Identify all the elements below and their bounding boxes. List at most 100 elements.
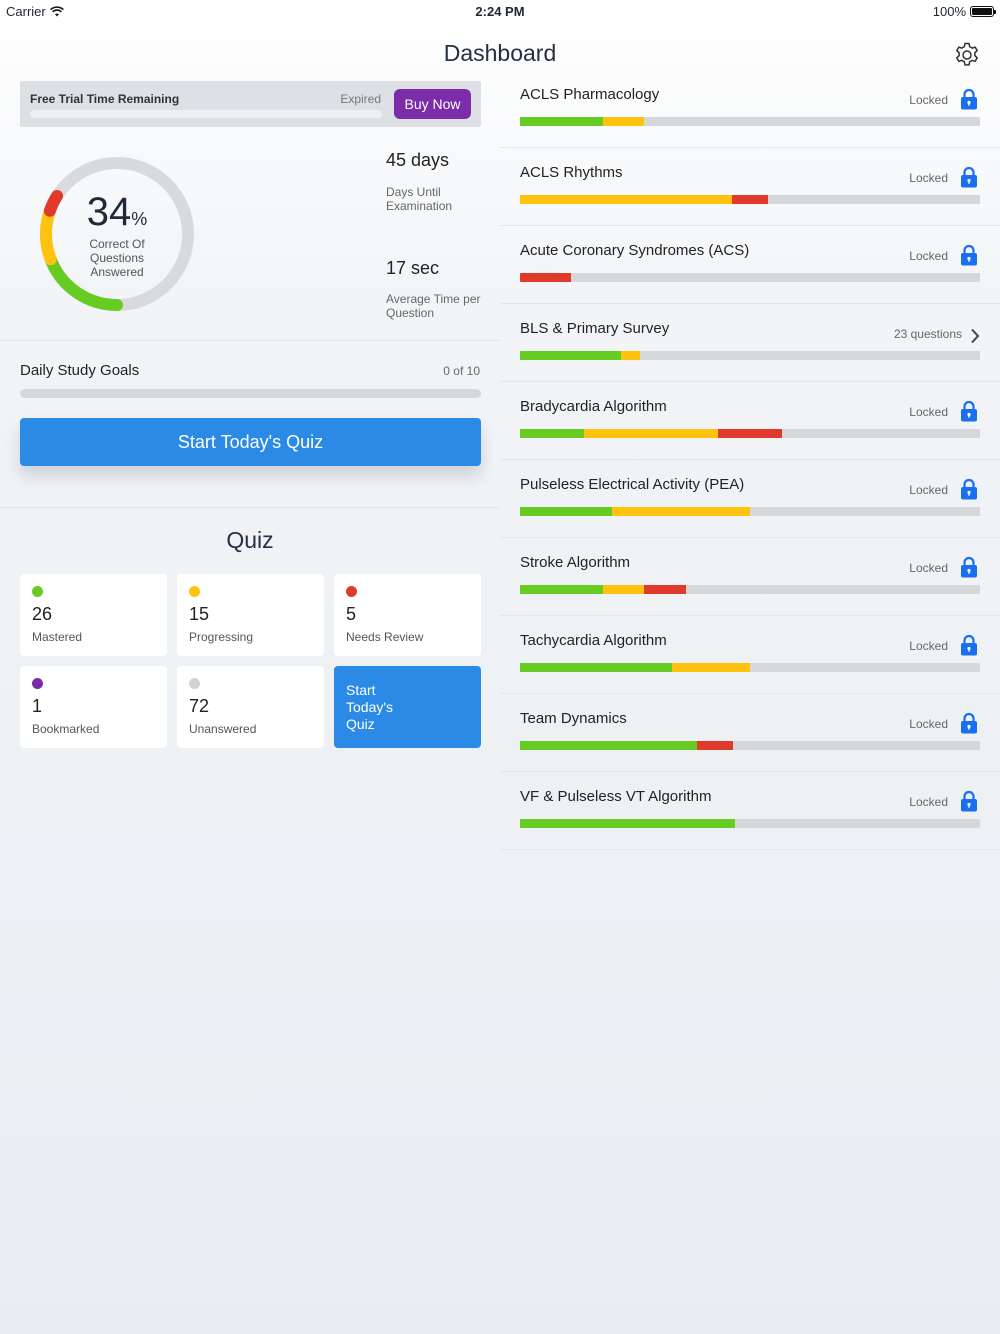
tile-count: 1 xyxy=(32,696,43,716)
lock-icon xyxy=(960,790,978,812)
quiz-tile-mastered[interactable]: 26 Mastered xyxy=(20,574,167,656)
topic-status: Locked xyxy=(909,561,948,575)
quiz-tile-progressing[interactable]: 15 Progressing xyxy=(177,574,324,656)
lock-icon xyxy=(960,478,978,500)
topic-progress-bar xyxy=(520,741,980,750)
tile-count: 5 xyxy=(346,604,357,624)
buy-now-button[interactable]: Buy Now xyxy=(394,89,471,119)
topic-row[interactable]: Acute Coronary Syndromes (ACS) Locked xyxy=(500,226,1000,304)
progress-segment-progressing xyxy=(602,117,645,126)
lock-icon xyxy=(960,244,978,266)
topic-name: Tachycardia Algorithm xyxy=(520,632,667,649)
donut-segment-needs-review xyxy=(43,189,64,217)
topic-progress-bar xyxy=(520,663,980,672)
progress-segment-progressing xyxy=(602,585,645,594)
topic-status: 23 questions xyxy=(893,327,962,341)
lock-icon xyxy=(960,400,978,422)
red-dot-icon xyxy=(346,586,357,597)
topic-progress-bar xyxy=(520,507,980,516)
carrier-label: Carrier xyxy=(6,4,46,19)
start-todays-quiz-tile-button[interactable]: Start Today's Quiz xyxy=(334,666,481,748)
days-until-exam-label: Days Until Examination xyxy=(386,185,453,213)
score-percent: 34% xyxy=(86,190,148,234)
daily-goals-count: 0 of 10 xyxy=(443,364,480,378)
daily-goals-title: Daily Study Goals xyxy=(20,362,140,379)
topic-progress-bar xyxy=(520,117,980,126)
topic-status: Locked xyxy=(909,795,948,809)
progress-segment-progressing xyxy=(621,351,640,360)
days-until-exam-value: 45 days xyxy=(386,150,450,170)
gear-icon[interactable] xyxy=(954,42,980,68)
wifi-icon xyxy=(49,6,64,17)
progress-segment-progressing xyxy=(671,663,750,672)
progress-segment-progressing xyxy=(520,195,732,204)
topic-row[interactable]: ACLS Rhythms Locked xyxy=(500,148,1000,226)
green-dot-icon xyxy=(32,586,43,597)
start-todays-quiz-button[interactable]: Start Today's Quiz xyxy=(20,418,481,466)
topic-name: ACLS Pharmacology xyxy=(520,86,660,103)
topic-row[interactable]: Team Dynamics Locked xyxy=(500,694,1000,772)
tile-label: Needs Review xyxy=(346,630,424,644)
topic-name: Bradycardia Algorithm xyxy=(520,398,667,415)
topic-status: Locked xyxy=(909,249,948,263)
lock-icon xyxy=(960,556,978,578)
topic-name: Pulseless Electrical Activity (PEA) xyxy=(520,476,745,493)
progress-segment-needs-review xyxy=(697,741,733,750)
clock: 2:24 PM xyxy=(475,4,525,19)
quiz-tile-needs-review[interactable]: 5 Needs Review xyxy=(334,574,481,656)
topic-progress-bar xyxy=(520,585,980,594)
daily-goals-progress-bar xyxy=(20,389,481,398)
topic-row[interactable]: Pulseless Electrical Activity (PEA) Locke… xyxy=(500,460,1000,538)
gray-dot-icon xyxy=(189,678,200,689)
tile-count: 15 xyxy=(189,604,210,624)
progress-segment-mastered xyxy=(520,429,585,438)
topic-row[interactable]: BLS & Primary Survey 23 questions xyxy=(500,304,1000,382)
topic-name: VF & Pulseless VT Algorithm xyxy=(520,788,712,805)
topic-row[interactable]: VF & Pulseless VT Algorithm Locked xyxy=(500,772,1000,850)
topic-name: Team Dynamics xyxy=(520,710,627,727)
topic-row[interactable]: Bradycardia Algorithm Locked xyxy=(500,382,1000,460)
progress-segment-mastered xyxy=(520,663,672,672)
battery-percent: 100% xyxy=(932,4,966,19)
page-title: Dashboard xyxy=(443,40,557,66)
topic-status: Locked xyxy=(909,639,948,653)
trial-status: Expired xyxy=(340,92,381,106)
lock-icon xyxy=(960,634,978,656)
tile-label: Bookmarked xyxy=(32,722,100,736)
status-bar: Carrier 2:24 PM 100% xyxy=(0,0,1000,22)
topic-progress-bar xyxy=(520,273,980,282)
topic-status: Locked xyxy=(909,717,948,731)
topic-name: ACLS Rhythms xyxy=(520,164,623,181)
tile-label: Progressing xyxy=(189,630,254,644)
topic-row[interactable]: Stroke Algorithm Locked xyxy=(500,538,1000,616)
topic-progress-bar xyxy=(520,195,980,204)
trial-label: Free Trial Time Remaining xyxy=(30,92,180,106)
progress-segment-progressing xyxy=(612,507,750,516)
progress-segment-mastered xyxy=(520,819,735,828)
progress-segment-needs-review xyxy=(717,429,783,438)
free-trial-card: Free Trial Time Remaining Expired Buy No… xyxy=(20,81,481,127)
topic-progress-bar xyxy=(520,429,980,438)
average-time-label: Average Time per Question xyxy=(386,292,481,320)
topic-row[interactable]: Tachycardia Algorithm Locked xyxy=(500,616,1000,694)
progress-segment-needs-review xyxy=(520,273,571,282)
topic-status: Locked xyxy=(909,93,948,107)
quiz-tile-unanswered[interactable]: 72 Unanswered xyxy=(177,666,324,748)
tile-count: 72 xyxy=(189,696,210,716)
score-donut-chart xyxy=(40,157,194,311)
chevron-right-icon xyxy=(970,328,980,344)
donut-segment-mastered xyxy=(44,253,123,311)
tile-count: 26 xyxy=(32,604,53,624)
tile-label: Mastered xyxy=(32,630,83,644)
progress-segment-mastered xyxy=(520,351,622,360)
quiz-section-title: Quiz xyxy=(226,527,274,553)
divider xyxy=(0,507,500,508)
progress-segment-mastered xyxy=(520,741,698,750)
trial-progress-bar xyxy=(30,110,382,118)
topic-name: BLS & Primary Survey xyxy=(520,320,670,337)
topic-progress-bar xyxy=(520,819,980,828)
quiz-tile-bookmarked[interactable]: 1 Bookmarked xyxy=(20,666,167,748)
divider xyxy=(0,340,500,341)
topic-row[interactable]: ACLS Pharmacology Locked xyxy=(500,70,1000,148)
progress-segment-mastered xyxy=(520,507,612,516)
